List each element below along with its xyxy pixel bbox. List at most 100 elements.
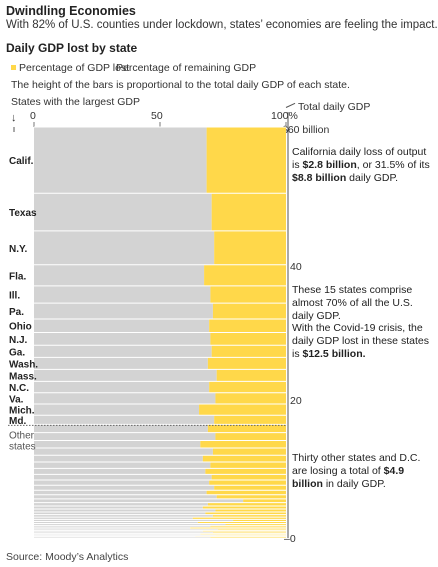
bar-remaining-24 <box>34 485 215 491</box>
scale-top-label: $60 billion <box>282 124 330 136</box>
bar-lost-36 <box>225 523 286 526</box>
bar-lost-30 <box>215 509 286 513</box>
bar-remaining-5 <box>34 303 213 319</box>
bar-lost-15 <box>207 424 286 433</box>
bar-remaining-42 <box>34 533 201 535</box>
arrow-down-icon: ↓ <box>11 112 17 124</box>
bar-remaining-21 <box>34 468 206 475</box>
x-tick-100: 100% <box>271 110 298 122</box>
bar-remaining-39 <box>34 528 218 531</box>
annotation-top15: These 15 states comprise almost 70% of a… <box>292 284 413 322</box>
bar-remaining-1 <box>34 193 212 231</box>
bar-lost-4 <box>210 285 286 304</box>
bar-remaining-2 <box>34 230 215 265</box>
state-label-5: Pa. <box>9 307 24 318</box>
bar-lost-22 <box>211 474 286 481</box>
bar-lost-38 <box>190 527 286 529</box>
bar-lost-35 <box>197 521 286 524</box>
bar-remaining-44 <box>34 535 196 538</box>
bar-lost-16 <box>215 432 286 441</box>
total-gdp-label: Total daily GDP <box>298 101 371 113</box>
bar-lost-33 <box>192 517 286 520</box>
bar-remaining-19 <box>34 455 203 462</box>
annotation-other-states-value: $4.9 billion <box>292 465 405 490</box>
bar-lost-39 <box>217 528 286 531</box>
bar-remaining-18 <box>34 448 213 456</box>
bar-remaining-27 <box>34 498 244 503</box>
state-label-0: Calif. <box>9 156 34 167</box>
legend-label-lost: Percentage of GDP lost <box>19 62 130 74</box>
bar-remaining-15 <box>34 424 208 433</box>
bar-remaining-12 <box>34 392 216 405</box>
bar-remaining-38 <box>34 527 191 529</box>
state-label-13: Mich. <box>9 406 35 417</box>
state-label-2: N.Y. <box>9 244 28 255</box>
bar-lost-26 <box>216 494 286 499</box>
bar-remaining-32 <box>34 514 213 518</box>
annotation-california-loss: $2.8 billion <box>302 159 357 171</box>
bar-remaining-26 <box>34 494 217 499</box>
bar-remaining-3 <box>34 264 205 286</box>
bar-lost-37 <box>210 525 286 528</box>
legend: Percentage of GDP lost Percentage of rem… <box>11 62 256 74</box>
bar-remaining-40 <box>34 530 203 532</box>
chart-subtitle: With 82% of U.S. counties under lockdown… <box>6 19 438 31</box>
bar-remaining-16 <box>34 432 216 441</box>
state-label-8: Ga. <box>9 347 25 358</box>
bar-lost-44 <box>195 535 286 538</box>
bar-lost-21 <box>205 468 286 475</box>
bar-lost-1 <box>211 193 286 231</box>
bar-remaining-9 <box>34 357 208 370</box>
state-label-12: Va. <box>9 394 24 405</box>
bar-lost-13 <box>199 404 286 416</box>
scale-mark-0-value: 0 <box>289 533 296 545</box>
state-label-6: Ohio <box>9 322 32 333</box>
bar-lost-12 <box>215 392 286 405</box>
bar-remaining-35 <box>34 521 198 524</box>
state-label-9: Wash. <box>9 359 38 370</box>
state-label-1: Texas <box>9 208 37 219</box>
legend-label-remaining: Percentage of remaining GDP <box>116 62 257 74</box>
bar-lost-17 <box>200 440 286 449</box>
chart-title: Dwindling Economies <box>6 4 136 18</box>
bar-remaining-33 <box>34 517 193 520</box>
annotation-california: California daily loss of output is $2.8 … <box>292 146 430 184</box>
bar-remaining-36 <box>34 523 226 526</box>
bar-lost-7 <box>210 332 286 346</box>
bar-lost-9 <box>207 357 286 370</box>
bar-lost-43 <box>215 534 286 536</box>
state-label-4: Ill. <box>9 290 20 301</box>
bar-remaining-13 <box>34 404 200 416</box>
section-heading: Daily GDP lost by state <box>6 41 138 55</box>
source-note: Source: Moody’s Analytics <box>6 551 129 563</box>
bar-remaining-41 <box>34 531 213 534</box>
state-label-10: Mass. <box>9 371 37 382</box>
annotation-california-gdp: $8.8 billion <box>292 172 347 184</box>
legend-note: The height of the bars is proportional t… <box>11 79 350 91</box>
annotation-covid-value: $12.5 billion. <box>302 348 366 360</box>
bar-lost-28 <box>207 502 286 507</box>
bar-remaining-31 <box>34 512 206 515</box>
bar-remaining-43 <box>34 534 216 536</box>
bar-lost-29 <box>202 506 286 510</box>
state-label-7: N.J. <box>9 335 28 346</box>
bar-lost-27 <box>243 498 286 503</box>
bar-lost-19 <box>202 455 286 462</box>
bar-lost-23 <box>209 480 286 486</box>
bar-lost-31 <box>205 512 286 515</box>
bar-remaining-20 <box>34 461 211 469</box>
other-states-label-1: states <box>9 441 36 452</box>
annotation-covid: With the Covid-19 crisis, the daily GDP … <box>292 322 429 360</box>
bar-lost-8 <box>211 345 286 358</box>
bar-remaining-28 <box>34 502 208 507</box>
bar-lost-11 <box>209 381 286 393</box>
state-label-11: N.C. <box>9 383 29 394</box>
bar-remaining-25 <box>34 490 207 495</box>
scale-mark-0: –0 <box>284 533 296 545</box>
bar-remaining-11 <box>34 381 210 393</box>
bar-remaining-8 <box>34 345 212 358</box>
bar-remaining-14 <box>34 415 215 425</box>
bar-lost-40 <box>202 530 286 532</box>
bar-lost-24 <box>214 485 286 491</box>
bar-lost-2 <box>214 230 286 265</box>
